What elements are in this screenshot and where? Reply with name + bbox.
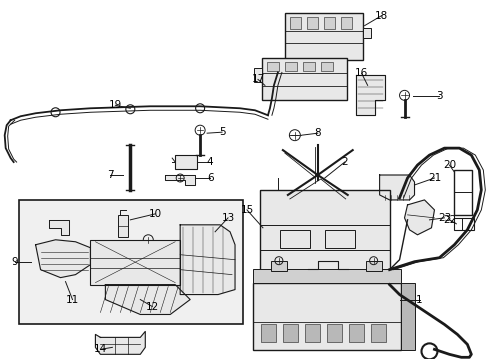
Bar (306, 17, 317, 28)
Bar (266, 62, 278, 71)
Polygon shape (95, 332, 145, 354)
Bar (261, 324, 275, 342)
Polygon shape (48, 220, 68, 235)
Bar (304, 324, 319, 342)
Text: 2: 2 (341, 157, 347, 167)
Bar (362, 28, 370, 37)
Text: 20: 20 (442, 160, 455, 170)
Bar (262, 58, 346, 100)
Text: 22: 22 (442, 215, 455, 225)
Text: 14: 14 (94, 345, 107, 354)
Text: 4: 4 (206, 157, 213, 167)
Bar (279, 230, 309, 248)
Text: 21: 21 (427, 173, 440, 183)
Polygon shape (355, 75, 384, 115)
Bar (302, 62, 314, 71)
Polygon shape (165, 175, 195, 185)
Bar (326, 324, 341, 342)
Text: 6: 6 (206, 173, 213, 183)
Bar (453, 218, 473, 230)
Bar (323, 17, 334, 28)
Bar (270, 261, 286, 271)
Text: 17: 17 (251, 75, 264, 84)
Text: 8: 8 (314, 128, 321, 138)
Text: 13: 13 (221, 213, 234, 223)
Text: 11: 11 (66, 294, 79, 305)
Bar (19, 200, 243, 324)
Text: 16: 16 (354, 68, 367, 78)
Text: 9: 9 (11, 257, 18, 267)
Text: 1: 1 (415, 294, 422, 305)
Bar (285, 62, 296, 71)
Bar (260, 190, 389, 285)
Bar (285, 13, 362, 60)
Polygon shape (180, 225, 235, 294)
Bar (283, 324, 297, 342)
Bar (340, 17, 351, 28)
Text: 7: 7 (107, 170, 114, 180)
Text: 3: 3 (435, 91, 442, 101)
Bar (324, 230, 354, 248)
Bar (252, 269, 400, 283)
Bar (118, 215, 128, 237)
Text: 23: 23 (437, 213, 450, 223)
Bar (320, 62, 332, 71)
Bar (253, 68, 262, 82)
Bar (365, 261, 381, 271)
Text: 12: 12 (145, 302, 159, 311)
Bar (175, 155, 197, 169)
Polygon shape (36, 240, 90, 278)
Bar (252, 283, 400, 350)
Bar (289, 17, 300, 28)
Polygon shape (379, 175, 414, 200)
Text: 15: 15 (240, 205, 253, 215)
Bar (348, 324, 363, 342)
Bar (400, 283, 414, 350)
Bar (453, 170, 471, 215)
Text: 18: 18 (374, 11, 387, 21)
Text: 10: 10 (148, 209, 162, 219)
Polygon shape (404, 200, 433, 235)
Polygon shape (105, 285, 190, 315)
Text: 5: 5 (218, 127, 225, 137)
Bar (370, 324, 385, 342)
Bar (90, 240, 180, 285)
Text: 19: 19 (108, 100, 122, 110)
